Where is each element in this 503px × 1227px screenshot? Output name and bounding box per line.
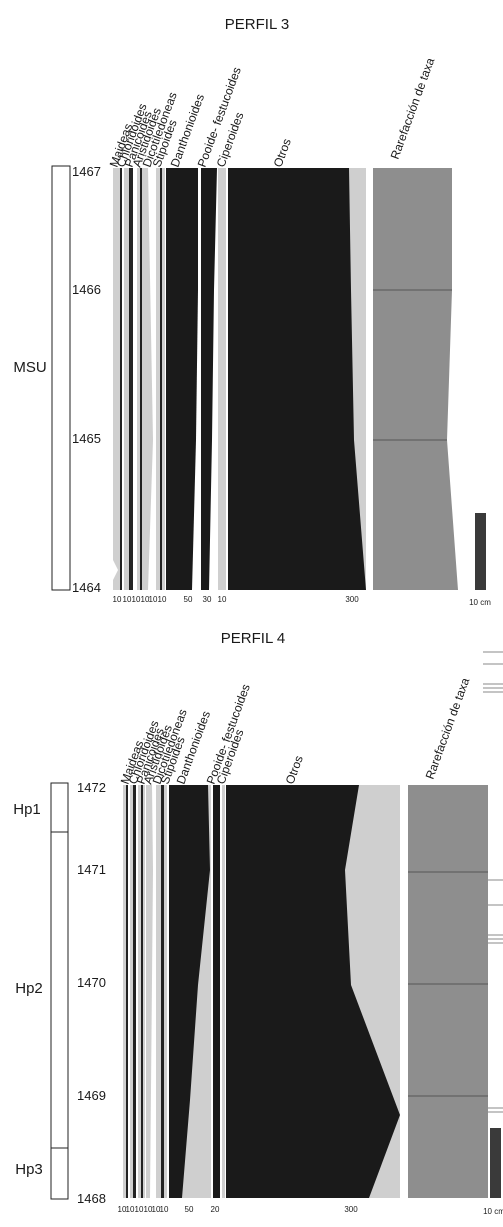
panel-title: PERFIL 3 bbox=[225, 16, 289, 33]
taxon-curve-maideas bbox=[113, 168, 121, 590]
scale-bar bbox=[475, 513, 486, 590]
depth-tick-label: 1470 bbox=[77, 975, 106, 990]
depth-tick-label: 1472 bbox=[77, 780, 106, 795]
scale-label: 20 bbox=[211, 1205, 220, 1214]
scale-label: 10 bbox=[123, 595, 132, 604]
scale-bar bbox=[490, 1128, 501, 1198]
taxon-bar-panicoides bbox=[141, 785, 143, 1198]
scale-label: 50 bbox=[184, 595, 193, 604]
depth-tick-label: 1471 bbox=[77, 862, 106, 877]
taxon-bar-stipoides bbox=[161, 785, 164, 1198]
scale-label: 300 bbox=[345, 595, 359, 604]
curve-rarefaccion bbox=[373, 168, 458, 590]
scale-label: 50 bbox=[185, 1205, 194, 1214]
zone-label: Hp2 bbox=[15, 980, 43, 997]
panel-perfil-4: PERFIL 4 Hp1 Hp2 Hp3 1472 1471 1470 1469… bbox=[13, 630, 503, 1216]
scale-label: 10 bbox=[126, 1205, 135, 1214]
scale-bar-label: 10 cm bbox=[483, 1207, 503, 1216]
zone-label: MSU bbox=[13, 359, 46, 376]
scale-bar-label: 10 cm bbox=[469, 598, 491, 607]
zone-column-hp2 bbox=[50, 831, 69, 1149]
taxon-bar-maideas bbox=[126, 785, 128, 1198]
curve-pooide-festucoides bbox=[213, 785, 220, 1198]
curve-otros bbox=[226, 785, 400, 1198]
taxon-label-otros: Otros bbox=[271, 137, 294, 169]
scale-label: 30 bbox=[203, 595, 212, 604]
zone-column-hp3 bbox=[50, 1147, 69, 1200]
depth-tick-label: 1467 bbox=[72, 164, 101, 179]
taxon-bar-aristidoides bbox=[140, 168, 142, 590]
taxon-bar-stipoides bbox=[160, 168, 162, 590]
curve-otros bbox=[228, 168, 366, 590]
taxon-bar-chloridoides bbox=[120, 168, 122, 590]
taxon-bar-chloridoides bbox=[133, 785, 136, 1198]
taxon-curve-aristidoides bbox=[146, 785, 153, 1198]
scale-label: 10 bbox=[118, 1205, 127, 1214]
scale-label: 10 bbox=[144, 1205, 153, 1214]
depth-tick-label: 1465 bbox=[72, 431, 101, 446]
depth-tick-label: 1468 bbox=[77, 1191, 106, 1206]
taxon-curve-ciperoides bbox=[222, 785, 225, 1198]
zone-column bbox=[51, 165, 71, 591]
panel-title: PERFIL 4 bbox=[221, 630, 285, 647]
scale-label: 10 bbox=[141, 595, 150, 604]
scale-label: 300 bbox=[344, 1205, 358, 1214]
curve-danthonioides bbox=[169, 785, 210, 1198]
depth-tick-label: 1469 bbox=[77, 1088, 106, 1103]
panel-perfil-3: PERFIL 3 MSU 1467 1466 1465 1464 Maideas… bbox=[13, 16, 491, 607]
right-edge-marks bbox=[483, 651, 503, 1113]
depth-tick-label: 1466 bbox=[72, 282, 101, 297]
scale-label: 10 bbox=[149, 595, 158, 604]
scale-label: 10 bbox=[113, 595, 122, 604]
taxon-label-rarefaccion: Rarefacción de taxa bbox=[388, 56, 438, 161]
scale-label: 10 bbox=[135, 1205, 144, 1214]
depth-tick-label: 1464 bbox=[72, 580, 101, 595]
scale-label: 10 bbox=[152, 1205, 161, 1214]
curve-danthonioides bbox=[166, 168, 198, 590]
curve-pooide-festucoides bbox=[201, 168, 217, 590]
taxon-bar-panicoides bbox=[129, 168, 133, 590]
scale-label: 10 bbox=[132, 595, 141, 604]
taxon-curve-maideas bbox=[123, 785, 128, 1198]
taxon-label-otros: Otros bbox=[283, 754, 306, 786]
zone-label: Hp1 bbox=[13, 801, 41, 818]
curve-rarefaccion bbox=[408, 785, 488, 1198]
zone-column-hp1 bbox=[50, 782, 69, 833]
scale-label: 10 bbox=[218, 595, 227, 604]
taxon-label-rarefaccion: Rarefacción de taxa bbox=[423, 676, 473, 781]
taxon-curve-ciperoides bbox=[218, 168, 226, 590]
taxon-curve-aristidoides bbox=[137, 168, 153, 590]
scale-label: 10 bbox=[160, 1205, 169, 1214]
zone-label: Hp3 bbox=[15, 1161, 43, 1178]
taxon-curve-panicoides-bg bbox=[124, 168, 133, 590]
scale-label: 10 bbox=[158, 595, 167, 604]
